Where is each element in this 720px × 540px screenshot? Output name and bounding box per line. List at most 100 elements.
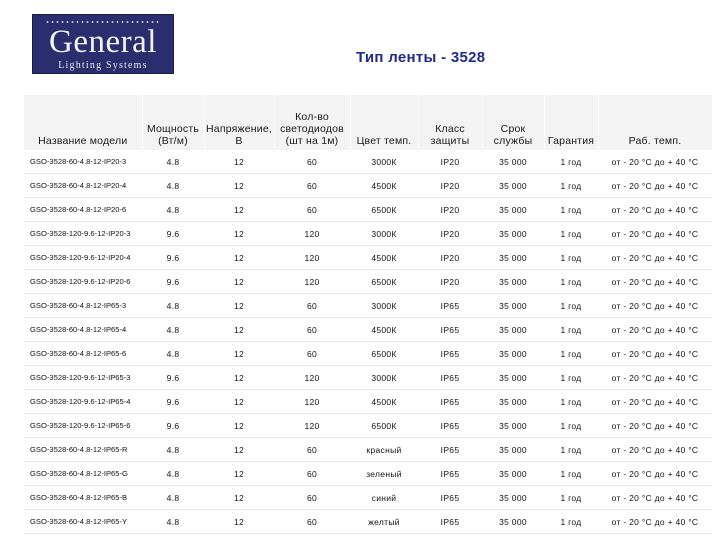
power-cell: 4.8 [142,485,204,510]
led-count-cell: 60 [274,341,350,366]
power-cell: 4.8 [142,197,204,222]
voltage-cell: 12 [204,221,274,246]
color-temp-cell: красный [350,437,418,462]
protection-class-cell: IP65 [418,341,482,366]
operating-temp-cell: от - 20 °С до + 40 °С [598,269,712,294]
warranty-cell: 1 год [544,461,598,486]
model-name-cell: GSO-3528-120-9.6-12-IP20-4 [24,245,142,270]
operating-temp-cell: от - 20 °С до + 40 °С [598,485,712,510]
service-life-cell: 35 000 [482,485,544,510]
led-count-cell: 120 [274,221,350,246]
protection-class-cell: IP65 [418,317,482,342]
led-count-cell: 60 [274,150,350,174]
table-row: GSO-3528-120-9.6-12-IP65-3 9.6 12 120 3000К I… [24,365,712,390]
table-row: GSO-3528-60-4.8-12-IP65-4 4.8 12 60 4500К IP6… [24,317,712,342]
color-temp-cell: 4500К [350,173,418,198]
led-count-cell: 60 [274,293,350,318]
color-temp-cell: 4500К [350,389,418,414]
protection-class-cell: IP65 [418,461,482,486]
page-title: Тип ленты - 3528 [356,49,486,66]
table-row: GSO-3528-60-4.8-12-IP65-B 4.8 12 60 синий IP6… [24,485,712,510]
service-life-cell: 35 000 [482,437,544,462]
power-cell: 4.8 [142,509,204,534]
power-cell: 4.8 [142,150,204,174]
model-name-cell: GSO-3528-120-9.6-12-IP20-3 [24,221,142,246]
warranty-cell: 1 год [544,173,598,198]
operating-temp-cell: от - 20 °С до + 40 °С [598,245,712,270]
voltage-cell: 12 [204,413,274,438]
color-temp-cell: 4500К [350,245,418,270]
voltage-cell: 12 [204,389,274,414]
power-cell: 9.6 [142,221,204,246]
voltage-cell: 12 [204,293,274,318]
model-name-cell: GSO-3528-120-9.6-12-IP65-6 [24,413,142,438]
model-name-cell: GSO-3528-60-4.8-12-IP65-B [24,485,142,510]
protection-class-cell: IP65 [418,437,482,462]
color-temp-cell: синий [350,485,418,510]
model-name-cell: GSO-3528-120-9.6-12-IP65-4 [24,389,142,414]
led-count-cell: 60 [274,437,350,462]
table-row: GSO-3528-60-4.8-12-IP20-3 4.8 12 60 3000К IP2… [24,150,712,174]
voltage-cell: 12 [204,150,274,174]
model-name-cell: GSO-3528-60-4.8-12-IP20-6 [24,197,142,222]
warranty-cell: 1 год [544,365,598,390]
model-name-cell: GSO-3528-60-4.8-12-IP65-R [24,437,142,462]
protection-class-cell: IP65 [418,413,482,438]
power-cell: 4.8 [142,437,204,462]
model-name-cell: GSO-3528-120-9.6-12-IP20-6 [24,269,142,294]
warranty-cell: 1 год [544,293,598,318]
power-cell: 9.6 [142,365,204,390]
voltage-cell: 12 [204,245,274,270]
header-protection-class: Класс защиты [418,95,483,150]
protection-class-cell: IP20 [418,221,482,246]
table-row: GSO-3528-60-4.8-12-IP20-4 4.8 12 60 4500К IP2… [24,173,712,198]
protection-class-cell: IP20 [418,245,482,270]
table-row: GSO-3528-60-4.8-12-IP65-G 4.8 12 60 зеленый I… [24,461,712,486]
table-row: GSO-3528-60-4.8-12-IP20-6 4.8 12 60 6500К IP2… [24,197,712,222]
model-name-cell: GSO-3528-60-4.8-12-IP65-6 [24,341,142,366]
specs-table: Название модели Мощность (Вт/м) Напряжение… [24,95,713,534]
warranty-cell: 1 год [544,389,598,414]
operating-temp-cell: от - 20 °С до + 40 °С [598,389,712,414]
header-model-name: Название модели [24,95,143,150]
service-life-cell: 35 000 [482,509,544,534]
voltage-cell: 12 [204,173,274,198]
protection-class-cell: IP65 [418,389,482,414]
led-count-cell: 120 [274,245,350,270]
model-name-cell: GSO-3528-60-4.8-12-IP65-4 [24,317,142,342]
table-header-row: Название модели Мощность (Вт/м) Напряжение… [24,95,713,150]
warranty-cell: 1 год [544,245,598,270]
model-name-cell: GSO-3528-60-4.8-12-IP65-G [24,461,142,486]
led-count-cell: 60 [274,461,350,486]
service-life-cell: 35 000 [482,173,544,198]
color-temp-cell: 3000К [350,365,418,390]
header-led-count: Кол-во светодиодов (шт на 1м) [274,95,351,150]
service-life-cell: 35 000 [482,461,544,486]
led-count-cell: 120 [274,389,350,414]
power-cell: 4.8 [142,173,204,198]
service-life-cell: 35 000 [482,389,544,414]
table-row: GSO-3528-60-4.8-12-IP65-R 4.8 12 60 красный I… [24,437,712,462]
operating-temp-cell: от - 20 °С до + 40 °С [598,461,712,486]
service-life-cell: 35 000 [482,221,544,246]
voltage-cell: 12 [204,197,274,222]
service-life-cell: 35 000 [482,245,544,270]
voltage-cell: 12 [204,365,274,390]
warranty-cell: 1 год [544,413,598,438]
color-temp-cell: 4500К [350,317,418,342]
warranty-cell: 1 год [544,221,598,246]
model-name-cell: GSO-3528-60-4.8-12-IP20-4 [24,173,142,198]
protection-class-cell: IP20 [418,173,482,198]
voltage-cell: 12 [204,485,274,510]
color-temp-cell: 3000К [350,293,418,318]
operating-temp-cell: от - 20 °С до + 40 °С [598,365,712,390]
color-temp-cell: 6500К [350,341,418,366]
power-cell: 4.8 [142,461,204,486]
warranty-cell: 1 год [544,509,598,534]
company-logo: General Lighting Systems [32,14,174,74]
warranty-cell: 1 год [544,485,598,510]
table-row: GSO-3528-60-4.8-12-IP65-6 4.8 12 60 6500К IP6… [24,341,712,366]
table-row: GSO-3528-120-9.6-12-IP20-4 9.6 12 120 4500К I… [24,245,712,270]
led-count-cell: 60 [274,509,350,534]
power-cell: 9.6 [142,245,204,270]
